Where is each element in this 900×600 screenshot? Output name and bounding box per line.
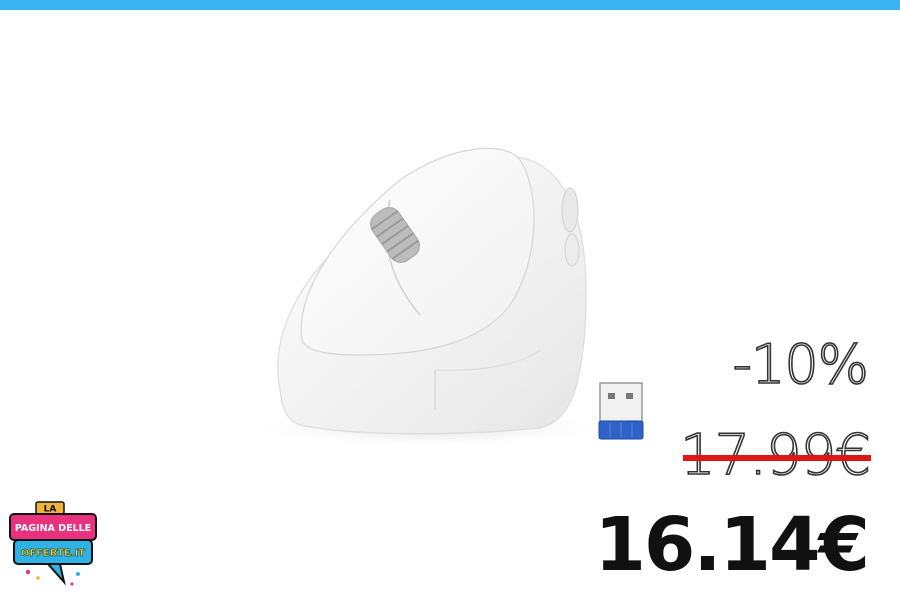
discount-badge: -10% (732, 338, 868, 392)
current-price: 16.14€ (594, 508, 868, 582)
vertical-mouse-icon (240, 140, 660, 450)
product-image (240, 140, 660, 450)
brand-logo: LA PAGINA DELLE OFFERTE.IT (8, 498, 100, 596)
logo-text-pagina-delle: PAGINA DELLE (15, 523, 91, 534)
logo-text-offerte: OFFERTE.IT (21, 548, 85, 559)
price-strikethrough (683, 455, 871, 461)
top-accent-bar (0, 0, 900, 10)
